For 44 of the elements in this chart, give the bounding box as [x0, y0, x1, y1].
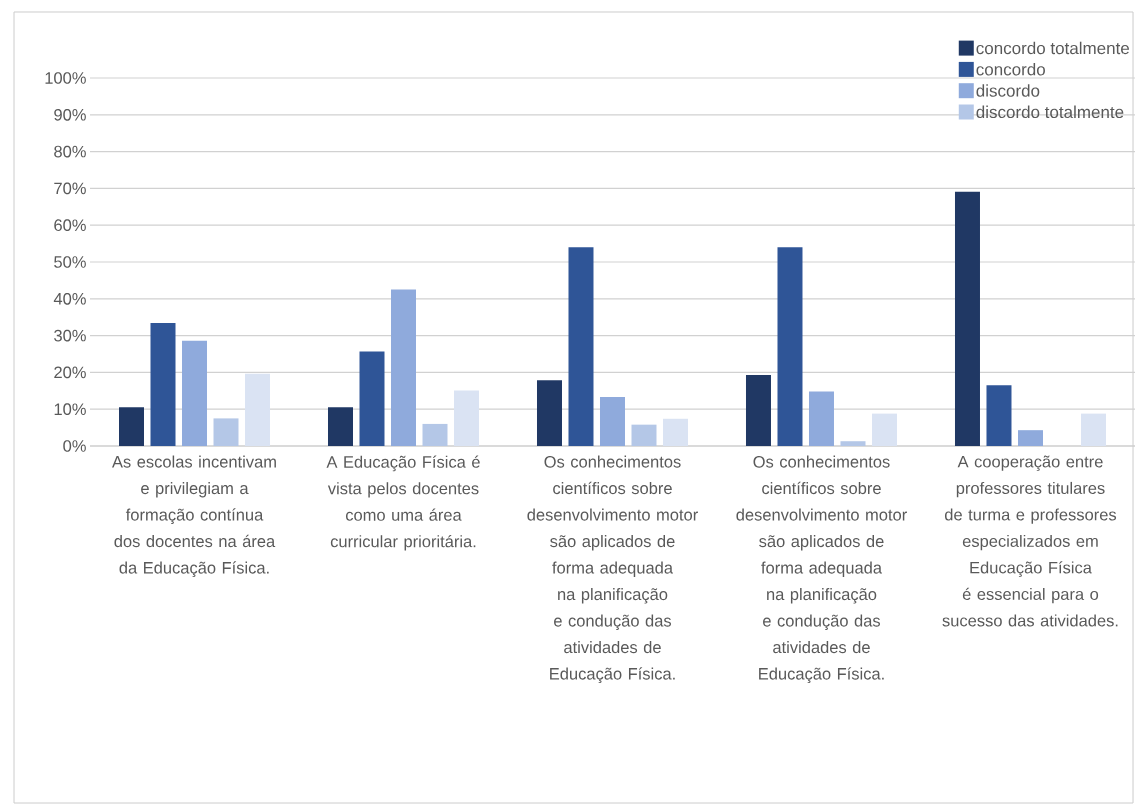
bar [359, 351, 385, 446]
y-tick-label: 90% [54, 108, 86, 121]
y-tick-label: 0% [63, 440, 86, 452]
y-tick-label: 10% [54, 403, 86, 416]
bar [536, 380, 562, 446]
bar [954, 191, 980, 446]
bar [599, 397, 625, 446]
bar [245, 373, 270, 446]
y-tick-label: 60% [54, 219, 86, 232]
bar [391, 289, 416, 446]
x-tick-label: As escolas incentivam e privilegiam a formação contínua dos docentes na área da Educação Física. [112, 455, 276, 577]
legend-label: concordo totalmente [976, 41, 1130, 55]
bar [150, 323, 176, 446]
bar [328, 407, 353, 446]
bar [1017, 430, 1043, 446]
bar [986, 385, 1012, 446]
bar [631, 424, 657, 446]
bar [182, 340, 207, 446]
bar [808, 391, 834, 446]
bar [119, 407, 144, 446]
y-tick-label: 40% [53, 292, 86, 305]
bar [568, 247, 594, 446]
x-tick-label: A cooperação entre professores titulares de turma e professores especializados em Educação Física é essencial para o sucesso das atividades. [942, 455, 1118, 627]
bar [1080, 413, 1106, 446]
y-tick-label: 20% [54, 366, 86, 379]
y-tick-label: 50% [54, 256, 86, 268]
bar [840, 441, 866, 446]
y-tick-label: 80% [54, 145, 86, 158]
bar [454, 390, 479, 446]
bar [422, 423, 448, 446]
y-tick-label: 100% [45, 72, 86, 84]
category-label: Os conhecimentos científicos sobre desenvolvimento motor são aplicados de forma adequada na planificação e condução das atividades de Educação Física. [736, 455, 907, 683]
y-tick-label: 30% [54, 329, 86, 342]
bar [777, 247, 803, 446]
y-tick-label: 70% [54, 182, 86, 195]
legend-label: discordo [976, 84, 1040, 97]
bar [871, 413, 897, 446]
x-tick-label: A Educação Física é vista pelos docentes como uma área curricular prioritária. [326, 455, 480, 551]
bar [745, 374, 771, 446]
bar [662, 418, 688, 446]
legend-label: discordo totalmente [976, 105, 1124, 119]
category-label: Os conhecimentos científicos sobre desenvolvimento motor são aplicados de forma adequada na planificação e condução das atividades de Educação Física. [527, 455, 698, 683]
bar [213, 418, 239, 446]
legend-label: concordo [976, 63, 1045, 76]
